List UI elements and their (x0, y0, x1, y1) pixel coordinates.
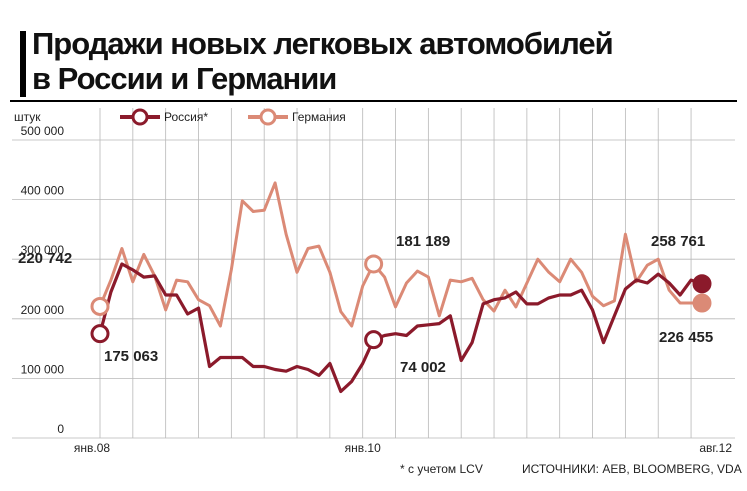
legend-label: Германия (292, 110, 346, 124)
data-point-marker (364, 330, 384, 350)
y-tick-label: 0 (57, 422, 64, 436)
data-label: 258 761 (651, 233, 705, 250)
y-tick-label: 300 000 (21, 243, 65, 257)
y-tick-label: 500 000 (21, 124, 65, 138)
x-tick-label: авг.12 (699, 441, 732, 455)
series-line-russia (98, 262, 703, 394)
data-label: 74 002 (400, 359, 446, 376)
data-point-marker (364, 254, 384, 274)
y-tick-label: 400 000 (21, 184, 65, 198)
y-axis-label: штук (14, 110, 41, 124)
series-line-germany (98, 181, 702, 328)
data-point-marker (692, 293, 712, 313)
title-block: Продажи новых легковых автомобилей в Рос… (10, 6, 737, 102)
data-label: 220 742 (18, 250, 72, 267)
chart-title-line-2: в России и Германии (32, 61, 337, 96)
data-label: 181 189 (396, 233, 450, 250)
y-tick-label: 100 000 (21, 362, 65, 376)
legend-marker (131, 108, 149, 126)
data-label: 226 455 (659, 329, 713, 346)
data-point-marker (90, 324, 110, 344)
data-point-marker (90, 296, 110, 316)
legend-label: Россия* (164, 110, 208, 124)
data-point-marker (692, 274, 712, 294)
x-tick-label: янв.10 (345, 441, 382, 455)
footnote-lcv: * с учетом LCV (400, 462, 483, 476)
data-label: 175 063 (104, 348, 158, 365)
source-note: ИСТОЧНИКИ: AEB, BLOOMBERG, VDA (522, 462, 742, 476)
x-tick-label: янв.08 (74, 441, 111, 455)
chart-title-line-1: Продажи новых легковых автомобилей (32, 26, 614, 61)
title-accent-bar (20, 31, 26, 97)
y-tick-label: 200 000 (21, 303, 65, 317)
legend-marker (259, 108, 277, 126)
